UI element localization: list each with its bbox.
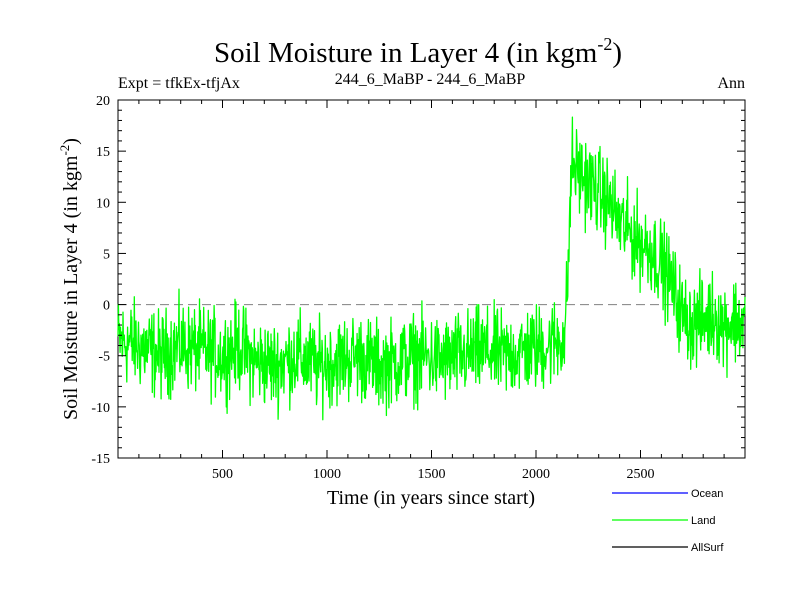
x-tick-label: 2500 xyxy=(627,467,655,482)
y-tick-label: 15 xyxy=(96,145,110,160)
subtitle-left: Expt = tfkEx-tfjAx xyxy=(118,75,240,92)
y-axis: -15 -10 -5 0 5 10 15 20 xyxy=(91,94,745,467)
y-tick-label: 20 xyxy=(96,94,110,109)
y-tick-label: -10 xyxy=(91,401,110,416)
y-tick-label: -15 xyxy=(91,452,110,467)
subtitle-right: Ann xyxy=(717,75,745,92)
x-tick-label: 2000 xyxy=(522,467,550,482)
x-tick-label: 1500 xyxy=(418,467,446,482)
y-axis-label: Soil Moisture in Layer 4 (in kgm-2) xyxy=(57,138,82,420)
x-tick-label: 500 xyxy=(212,467,233,482)
subtitle-center: 244_6_MaBP - 244_6_MaBP xyxy=(335,71,526,88)
legend-allsurf-label: AllSurf xyxy=(691,542,724,554)
x-tick-label: 1000 xyxy=(313,467,341,482)
y-tick-label: 5 xyxy=(103,247,110,262)
y-tick-label: 10 xyxy=(96,196,110,211)
y-tick-label: 0 xyxy=(103,299,110,314)
legend-land-label: Land xyxy=(691,515,715,527)
chart-title: Soil Moisture in Layer 4 (in kgm-2) xyxy=(214,34,622,69)
x-axis-label: Time (in years since start) xyxy=(327,487,535,509)
legend: Ocean Land AllSurf xyxy=(612,488,724,554)
y-tick-label: -5 xyxy=(98,350,110,365)
series-land-line xyxy=(117,116,746,421)
legend-ocean-label: Ocean xyxy=(691,488,723,500)
x-axis: 500 1000 1500 2000 2500 xyxy=(138,100,725,482)
